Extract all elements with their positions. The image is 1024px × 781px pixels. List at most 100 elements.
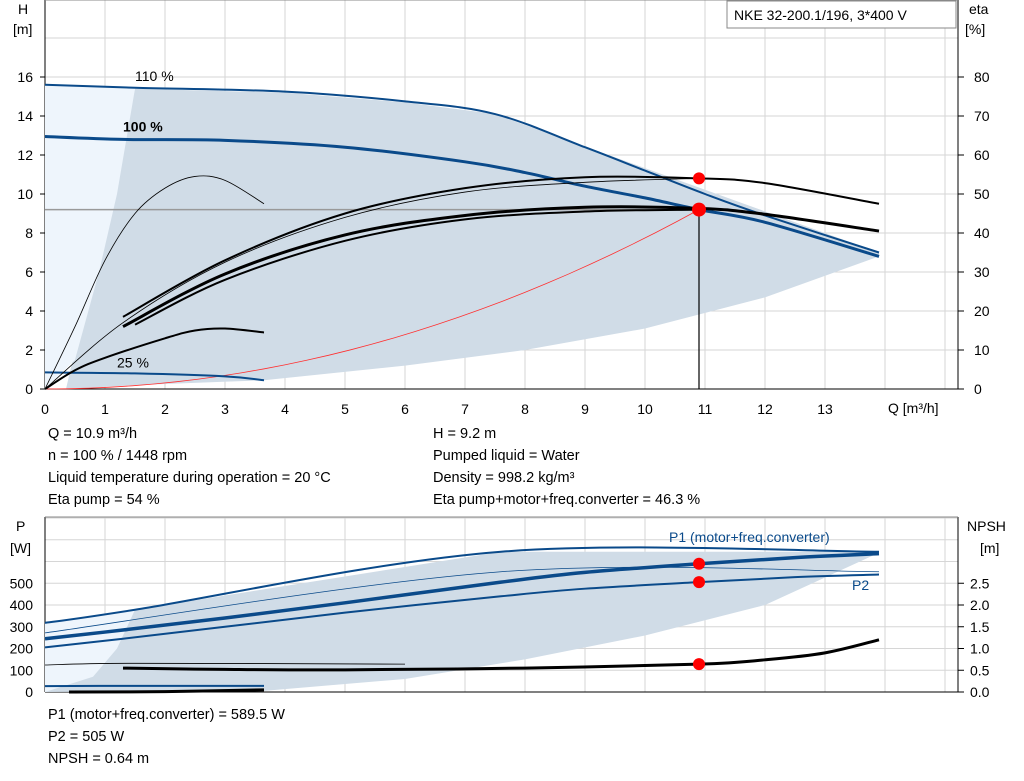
x-tick-label: 13	[817, 401, 833, 417]
chart-title: NKE 32-200.1/196, 3*400 V	[734, 7, 907, 23]
x-tick-label: 5	[341, 401, 349, 417]
result-eta-total: Eta pump+motor+freq.converter = 46.3 %	[433, 492, 701, 508]
p-tick-label: 400	[10, 597, 34, 613]
power-operating-point	[693, 557, 705, 570]
p-tick-label: 200	[10, 641, 34, 657]
eta-curve-6	[44, 178, 700, 390]
results-power: P1 (motor+freq.converter) = 589.5 W P2 =…	[48, 704, 285, 770]
power-curve-2	[44, 551, 880, 641]
p-tick-label: 500	[10, 575, 34, 591]
result-flow: Q = 10.9 m³/h	[48, 426, 138, 442]
head-curve-0	[44, 83, 880, 254]
npsh-tick-label: 2.0	[970, 597, 990, 613]
y-right-tick-label: 80	[974, 69, 990, 85]
power-curve-3	[44, 573, 880, 649]
p-tick-label: 300	[10, 619, 34, 635]
y-tick-label: 12	[17, 147, 33, 163]
y-axis-unit-npsh: [m]	[980, 540, 999, 556]
eta-curve-3	[122, 175, 880, 318]
npsh-tick-label: 0.5	[970, 662, 990, 678]
y-tick-label: 0	[25, 381, 33, 397]
eta-curve-4	[122, 205, 880, 328]
curve-label: 100 %	[123, 119, 163, 135]
curve-label: 25 %	[117, 355, 149, 371]
head-curve-1	[44, 134, 880, 258]
y-right-tick-label: 60	[974, 147, 990, 163]
p-tick-label: 100	[10, 662, 34, 678]
y-right-tick-label: 0	[974, 381, 982, 397]
y-axis-label-eta: eta	[969, 1, 989, 17]
results-right: H = 9.2 m Pumped liquid = Water Density …	[433, 423, 700, 511]
power-curve-label: P1 (motor+freq.converter)	[669, 529, 830, 545]
results-left: Q = 10.9 m³/h n = 100 % / 1448 rpm Liqui…	[48, 423, 331, 511]
operating-region-extended	[45, 84, 135, 390]
x-tick-label: 12	[757, 401, 773, 417]
x-tick-label: 6	[401, 401, 409, 417]
power-curve-label: P2	[852, 577, 869, 593]
x-tick-label: 9	[581, 401, 589, 417]
x-tick-label: 3	[221, 401, 229, 417]
result-density: Density = 998.2 kg/m³	[433, 470, 575, 486]
power-curve-1	[44, 566, 880, 634]
y-right-tick-label: 20	[974, 303, 990, 319]
duty-point	[692, 202, 706, 217]
x-tick-label: 8	[521, 401, 529, 417]
power-curve-0	[44, 546, 880, 624]
system-curve	[44, 209, 700, 390]
y-right-tick-label: 30	[974, 264, 990, 280]
npsh-tick-label: 1.5	[970, 619, 990, 635]
npsh-curve-7	[68, 688, 265, 694]
p-tick-label: 0	[25, 684, 33, 700]
y-axis-unit-h: [m]	[13, 21, 32, 37]
curve-label: 110 %	[135, 68, 174, 84]
y-tick-label: 14	[17, 108, 33, 124]
eta-curve-5	[134, 208, 700, 326]
x-axis-label: Q [m³/h]	[888, 400, 939, 416]
result-eta-pump: Eta pump = 54 %	[48, 492, 160, 508]
y-tick-label: 16	[17, 69, 33, 85]
y-tick-label: 2	[25, 342, 33, 358]
title-box	[726, 0, 957, 29]
y-axis-unit-p: [W]	[10, 540, 31, 556]
x-tick-label: 1	[101, 401, 109, 417]
y-axis-unit-eta: [%]	[965, 21, 985, 37]
chart-labels: NKE 32-200.1/196, 3*400 V H [m] eta [%] …	[10, 0, 1006, 556]
y-right-tick-label: 70	[974, 108, 990, 124]
x-tick-label: 2	[161, 401, 169, 417]
power-operating-point	[693, 576, 705, 589]
eta-curve-7	[44, 175, 265, 390]
npsh-curve-5	[44, 662, 406, 666]
y-tick-label: 10	[17, 186, 33, 202]
head-curve-2	[44, 371, 265, 382]
x-tick-label: 7	[461, 401, 469, 417]
result-speed: n = 100 % / 1448 rpm	[48, 448, 188, 464]
y-right-tick-label: 40	[974, 225, 990, 241]
result-head: H = 9.2 m	[433, 426, 497, 442]
power-chart-marks: P1 (motor+freq.converter) P2	[44, 529, 880, 694]
y-tick-label: 4	[25, 303, 33, 319]
y-axis-label-h: H	[18, 1, 28, 17]
eta-curve-8	[44, 327, 265, 390]
operating-region	[66, 88, 879, 389]
result-npsh: NPSH = 0.64 m	[48, 751, 150, 767]
y-tick-label: 6	[25, 264, 33, 280]
head-chart-marks: 110 % 100 % 25 %	[44, 68, 880, 390]
result-temperature: Liquid temperature during operation = 20…	[48, 470, 331, 486]
power-operating-region	[45, 551, 879, 692]
npsh-tick-label: 0.0	[970, 684, 990, 700]
result-p2: P2 = 505 W	[48, 729, 125, 745]
y-right-tick-label: 50	[974, 186, 990, 202]
result-liquid: Pumped liquid = Water	[433, 448, 580, 464]
x-tick-label: 0	[41, 401, 49, 417]
x-tick-label: 11	[698, 401, 713, 417]
x-tick-label: 4	[281, 401, 289, 417]
x-tick-label: 10	[637, 401, 653, 417]
y-tick-label: 8	[25, 225, 33, 241]
npsh-tick-label: 2.5	[970, 575, 990, 591]
npsh-operating-point	[693, 658, 705, 671]
npsh-curve-6	[122, 638, 880, 672]
result-p1: P1 (motor+freq.converter) = 589.5 W	[48, 707, 285, 723]
npsh-tick-label: 1.0	[970, 641, 990, 657]
eta-operating-point	[693, 172, 705, 185]
